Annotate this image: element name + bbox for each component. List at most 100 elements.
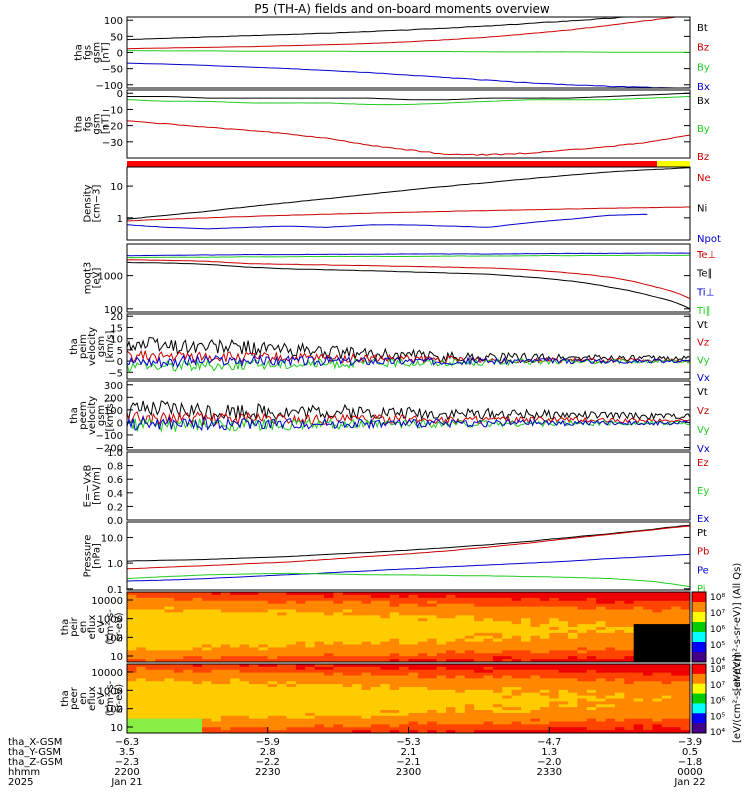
heatmap-cell <box>521 600 531 605</box>
heatmap-cell <box>155 624 166 628</box>
heatmap-cell <box>370 664 381 668</box>
heatmap-cell <box>136 698 147 702</box>
heatmap-cell <box>295 615 306 619</box>
heatmap-cell <box>568 618 578 622</box>
heatmap-cell <box>577 609 588 613</box>
heatmap-cell <box>464 650 475 654</box>
heatmap-cell <box>164 692 175 697</box>
heatmap-cell <box>539 692 550 697</box>
heatmap-cell <box>305 692 316 697</box>
heatmap-cell <box>333 695 344 699</box>
heatmap-cell <box>643 684 653 688</box>
heatmap-cell <box>549 715 560 720</box>
heatmap-cell <box>258 718 269 722</box>
heatmap-cell <box>145 672 156 676</box>
heatmap-cell <box>671 627 682 631</box>
heatmap-cell <box>324 689 334 694</box>
heatmap-cell <box>502 618 513 622</box>
y-axis-label: Density <box>83 184 94 222</box>
heatmap-cell <box>211 712 222 717</box>
heatmap-cell <box>127 629 137 634</box>
heatmap-cell <box>389 624 400 628</box>
heatmap-cell <box>417 698 428 702</box>
heatmap-cell <box>464 675 475 679</box>
heatmap-cell <box>502 635 513 640</box>
heatmap-cell <box>577 594 588 599</box>
heatmap-cell <box>183 600 194 605</box>
heatmap-cell <box>333 644 344 648</box>
heatmap-cell <box>671 597 682 602</box>
legend-entry: Vz <box>697 406 709 417</box>
heatmap-cell <box>577 641 588 645</box>
heatmap-cell <box>633 675 644 679</box>
heatmap-cell <box>220 597 231 602</box>
heatmap-cell <box>277 715 288 720</box>
heatmap-cell <box>277 687 288 691</box>
heatmap-cell <box>558 727 569 731</box>
heatmap-cell <box>633 624 644 628</box>
heatmap-cell <box>295 675 306 679</box>
heatmap-cell <box>305 712 316 717</box>
heatmap-cell <box>464 656 475 660</box>
heatmap-cell <box>671 710 682 714</box>
heatmap-cell <box>127 672 137 676</box>
heatmap-cell <box>145 721 156 725</box>
heatmap-cell <box>446 704 456 708</box>
heatmap-cell <box>399 715 409 720</box>
heatmap-cell <box>483 638 494 643</box>
heatmap-cell <box>474 684 485 688</box>
heatmap-cell <box>511 612 522 616</box>
heatmap-cell <box>633 656 644 660</box>
heatmap-cell <box>474 653 485 657</box>
heatmap-cell <box>643 647 653 651</box>
heatmap-cell <box>380 659 391 663</box>
heatmap-cell <box>370 659 381 663</box>
series-line-Vy <box>126 357 691 373</box>
heatmap-cell <box>446 687 456 691</box>
heatmap-cell <box>277 612 288 616</box>
heatmap-cell <box>492 724 503 728</box>
y-tick-label: 1 <box>117 214 123 225</box>
heatmap-cell <box>568 606 578 610</box>
heatmap-cell <box>361 594 372 599</box>
heatmap-cell <box>558 609 569 613</box>
heatmap-cell <box>417 606 428 610</box>
legend-entry: Vy <box>697 425 710 436</box>
heatmap-cell <box>643 678 653 682</box>
heatmap-cell <box>549 653 560 657</box>
heatmap-cell <box>605 712 616 717</box>
heatmap-cell <box>661 612 672 616</box>
legend-entry: By <box>697 124 710 135</box>
heatmap-cell <box>680 724 691 728</box>
heatmap-cell <box>596 701 607 705</box>
heatmap-cell <box>127 664 137 668</box>
heatmap-cell <box>521 627 531 631</box>
heatmap-cell <box>267 650 278 654</box>
heatmap-cell <box>408 627 419 631</box>
heatmap-cell <box>183 687 194 691</box>
heatmap-cell <box>502 727 513 731</box>
heatmap-cell <box>314 687 325 691</box>
heatmap-cell <box>399 701 409 705</box>
heatmap-cell <box>267 597 278 602</box>
heatmap-cell <box>220 721 231 725</box>
heatmap-cell <box>624 612 635 616</box>
heatmap-cell <box>633 653 644 657</box>
heatmap-cell <box>192 656 203 660</box>
series-line-Te∥ <box>126 261 691 310</box>
heatmap-cell <box>127 718 137 722</box>
heatmap-cell <box>211 701 222 705</box>
y-axis-label: velocity <box>87 396 98 435</box>
heatmap-cell <box>164 603 175 608</box>
heatmap-cell <box>173 606 184 610</box>
heatmap-cell <box>305 609 316 613</box>
heatmap-cell <box>202 644 212 648</box>
heatmap-cell <box>145 618 156 622</box>
heatmap-cell <box>539 678 550 682</box>
heatmap-cell <box>605 701 616 705</box>
heatmap-cell <box>502 592 513 596</box>
heatmap-cell <box>408 710 419 714</box>
heatmap-cell <box>267 715 278 720</box>
heatmap-cell <box>399 698 409 702</box>
y-tick-label: 100 <box>104 633 123 644</box>
